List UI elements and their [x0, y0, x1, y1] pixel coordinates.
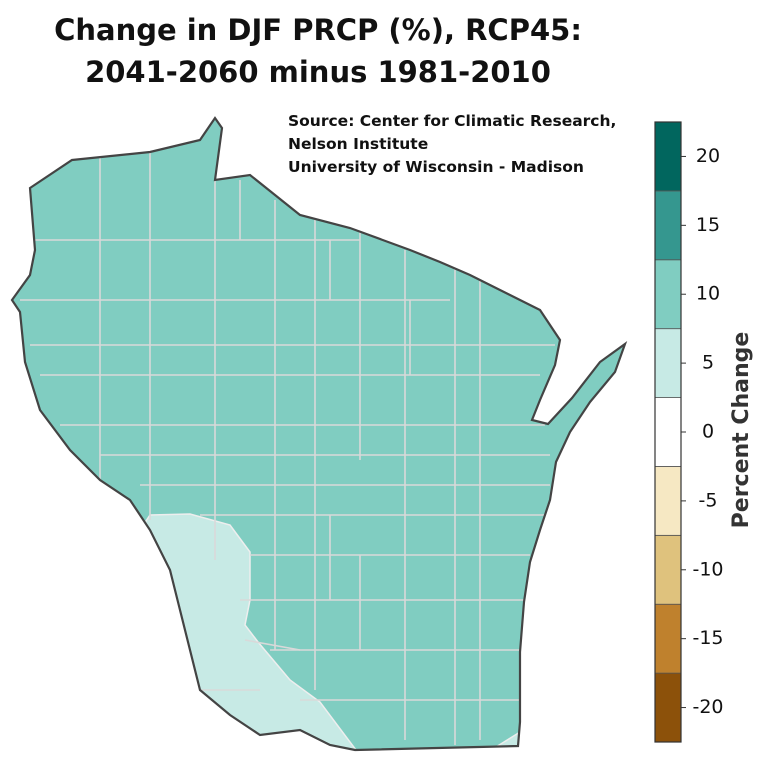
colorbar-bin — [654, 466, 682, 536]
colorbar-bin — [654, 259, 682, 330]
state-outline — [10, 116, 628, 752]
colorbar: 20 15 10 5 0 -5 -10 -15 -20 — [654, 121, 724, 743]
colorbar-bin — [654, 672, 682, 743]
colorbar-label: Percent Change — [729, 332, 754, 529]
colorbar-tick-label: 15 — [696, 214, 720, 236]
colorbar-tick-label: 20 — [696, 145, 720, 167]
colorbar-tick-label: -10 — [692, 558, 723, 580]
colorbar-bin — [654, 121, 682, 192]
colorbar-tick-label: 5 — [702, 352, 714, 374]
colorbar-bin — [654, 190, 682, 261]
map-area — [12, 118, 625, 750]
colorbar-bin — [654, 397, 682, 467]
colorbar-tick-label: 10 — [696, 283, 720, 305]
colorbar-bin — [654, 603, 682, 674]
colorbar-bin — [654, 534, 682, 605]
colorbar-tick-label: -5 — [699, 489, 718, 511]
map-title: Change in DJF PRCP (%), RCP45: — [54, 13, 582, 47]
colorbar-tick-label: -20 — [692, 696, 723, 718]
source-text: Source: Center for Climatic Research, — [288, 112, 616, 130]
colorbar-tick-label: 0 — [702, 421, 714, 443]
colorbar-tick-label: -15 — [692, 627, 723, 649]
county-lines — [20, 150, 555, 745]
region — [12, 118, 625, 750]
source-text: University of Wisconsin - Madison — [288, 158, 584, 176]
colorbar-bin — [654, 328, 682, 398]
source-text: Nelson Institute — [288, 135, 428, 153]
map-title: 2041-2060 minus 1981-2010 — [85, 55, 551, 89]
